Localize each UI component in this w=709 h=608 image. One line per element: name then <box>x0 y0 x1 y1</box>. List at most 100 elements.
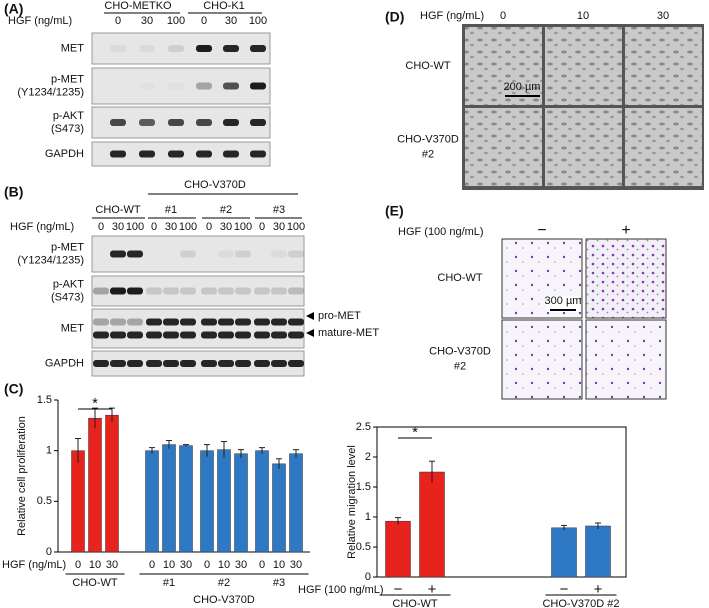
group-label: CHO-K1 <box>203 0 245 12</box>
blot-band <box>218 331 234 339</box>
group-label: #3 <box>273 204 285 216</box>
blot-band <box>168 83 184 90</box>
x-tick-label: 10 <box>163 559 175 571</box>
x-tick-label: 0 <box>204 559 210 571</box>
blot-band <box>93 318 109 326</box>
bar <box>255 450 269 553</box>
row-label: #2 <box>454 360 466 372</box>
y-axis-label: Relative cell proliferation <box>16 416 28 536</box>
blot-band <box>146 331 162 339</box>
bar <box>88 417 102 553</box>
bar <box>162 444 176 553</box>
blot-band <box>93 331 109 339</box>
blot-band <box>201 318 217 326</box>
row-label: GAPDH <box>45 148 84 160</box>
blot-band <box>288 318 304 326</box>
blot-band <box>235 318 251 326</box>
marker-arrow <box>306 329 314 337</box>
x-tick-label: 30 <box>106 559 118 571</box>
bar <box>585 525 611 578</box>
y-tick-label: 0 <box>46 546 52 558</box>
blot-strip <box>91 308 305 349</box>
blot-band <box>271 287 287 295</box>
images-d: 0 10 30 CHO-WT CHO-V370D #2 200 µm <box>397 10 702 186</box>
dose-label: 10 <box>577 10 589 22</box>
row-label: #2 <box>422 148 434 160</box>
panel-label: (B) <box>4 184 23 200</box>
dose-label: 0 <box>98 221 104 233</box>
blot-band <box>168 45 184 52</box>
blot-band <box>235 331 251 339</box>
dose-label: 30 <box>141 15 153 27</box>
blot-band <box>139 83 155 90</box>
y-tick-label: 2 <box>365 451 371 463</box>
marker-label: mature-MET <box>318 327 379 339</box>
blot-band <box>168 119 184 126</box>
blot-band <box>254 331 270 339</box>
blot-band <box>163 287 179 295</box>
dose-label: 100 <box>234 221 252 233</box>
blot-band <box>180 318 196 326</box>
dose-label: 100 <box>126 221 144 233</box>
y-tick-label: 0.5 <box>37 495 52 507</box>
blot-band <box>110 318 126 326</box>
blot-band <box>250 119 266 126</box>
charts: (C) 0 0.5 1 1.5 Relative cell proliferation HG… <box>2 381 627 608</box>
blot-band <box>180 287 196 295</box>
micrograph <box>625 27 702 105</box>
blot-band <box>288 331 304 339</box>
blot-band <box>250 82 266 90</box>
marker-label: pro-MET <box>318 310 361 322</box>
blot-band <box>271 360 287 367</box>
x-tick-label: + <box>428 581 437 598</box>
blot-band <box>110 287 126 295</box>
y-tick-label: 1 <box>365 511 371 523</box>
x-tick-label: − <box>394 581 403 598</box>
dose-label: 100 <box>249 15 267 27</box>
group-label: #1 <box>163 577 175 589</box>
blot-band <box>218 318 234 326</box>
blot-band <box>110 45 126 52</box>
blot-band <box>139 150 155 158</box>
x-tick-label: 10 <box>273 559 285 571</box>
blot-band <box>146 318 162 326</box>
group-label: CHO-WT <box>72 577 117 589</box>
dose-label: 30 <box>657 10 669 22</box>
blot-band <box>196 45 212 52</box>
group-label: CHO-WT <box>392 598 437 608</box>
bar <box>200 450 214 553</box>
blot-band <box>288 287 304 295</box>
condition-label: − <box>537 222 546 239</box>
blot-band <box>288 360 304 367</box>
significance-label: * <box>412 424 418 441</box>
bar <box>217 449 231 553</box>
dose-label: 0 <box>500 10 506 22</box>
y-tick-label: 1.5 <box>37 394 52 406</box>
x-tick-label: 30 <box>290 559 302 571</box>
blot-band <box>127 318 143 326</box>
bar <box>145 450 159 553</box>
blot-strip <box>91 67 271 105</box>
row-label: CHO-WT <box>437 272 482 284</box>
row-label: (S473) <box>51 123 84 135</box>
blot-strip <box>91 32 271 65</box>
row-label: CHO-V370D <box>429 345 491 357</box>
x-tick-label: 10 <box>89 559 101 571</box>
blot-band <box>288 250 304 258</box>
row-label: (S473) <box>51 291 84 303</box>
blot-band <box>271 331 287 339</box>
blot-band <box>127 360 143 367</box>
blot-band <box>180 250 196 258</box>
blot-band <box>271 318 287 326</box>
marker-arrow <box>306 312 314 320</box>
group-title: CHO-V370D <box>193 594 255 606</box>
blot-band <box>110 250 126 258</box>
panel-label: (D) <box>385 9 404 25</box>
blot-band <box>250 45 266 52</box>
dose-label: 0 <box>201 15 207 27</box>
bar <box>105 414 119 553</box>
x-tick-label: + <box>594 581 603 598</box>
dose-label: 0 <box>151 221 157 233</box>
y-tick-label: 0.5 <box>356 541 371 553</box>
